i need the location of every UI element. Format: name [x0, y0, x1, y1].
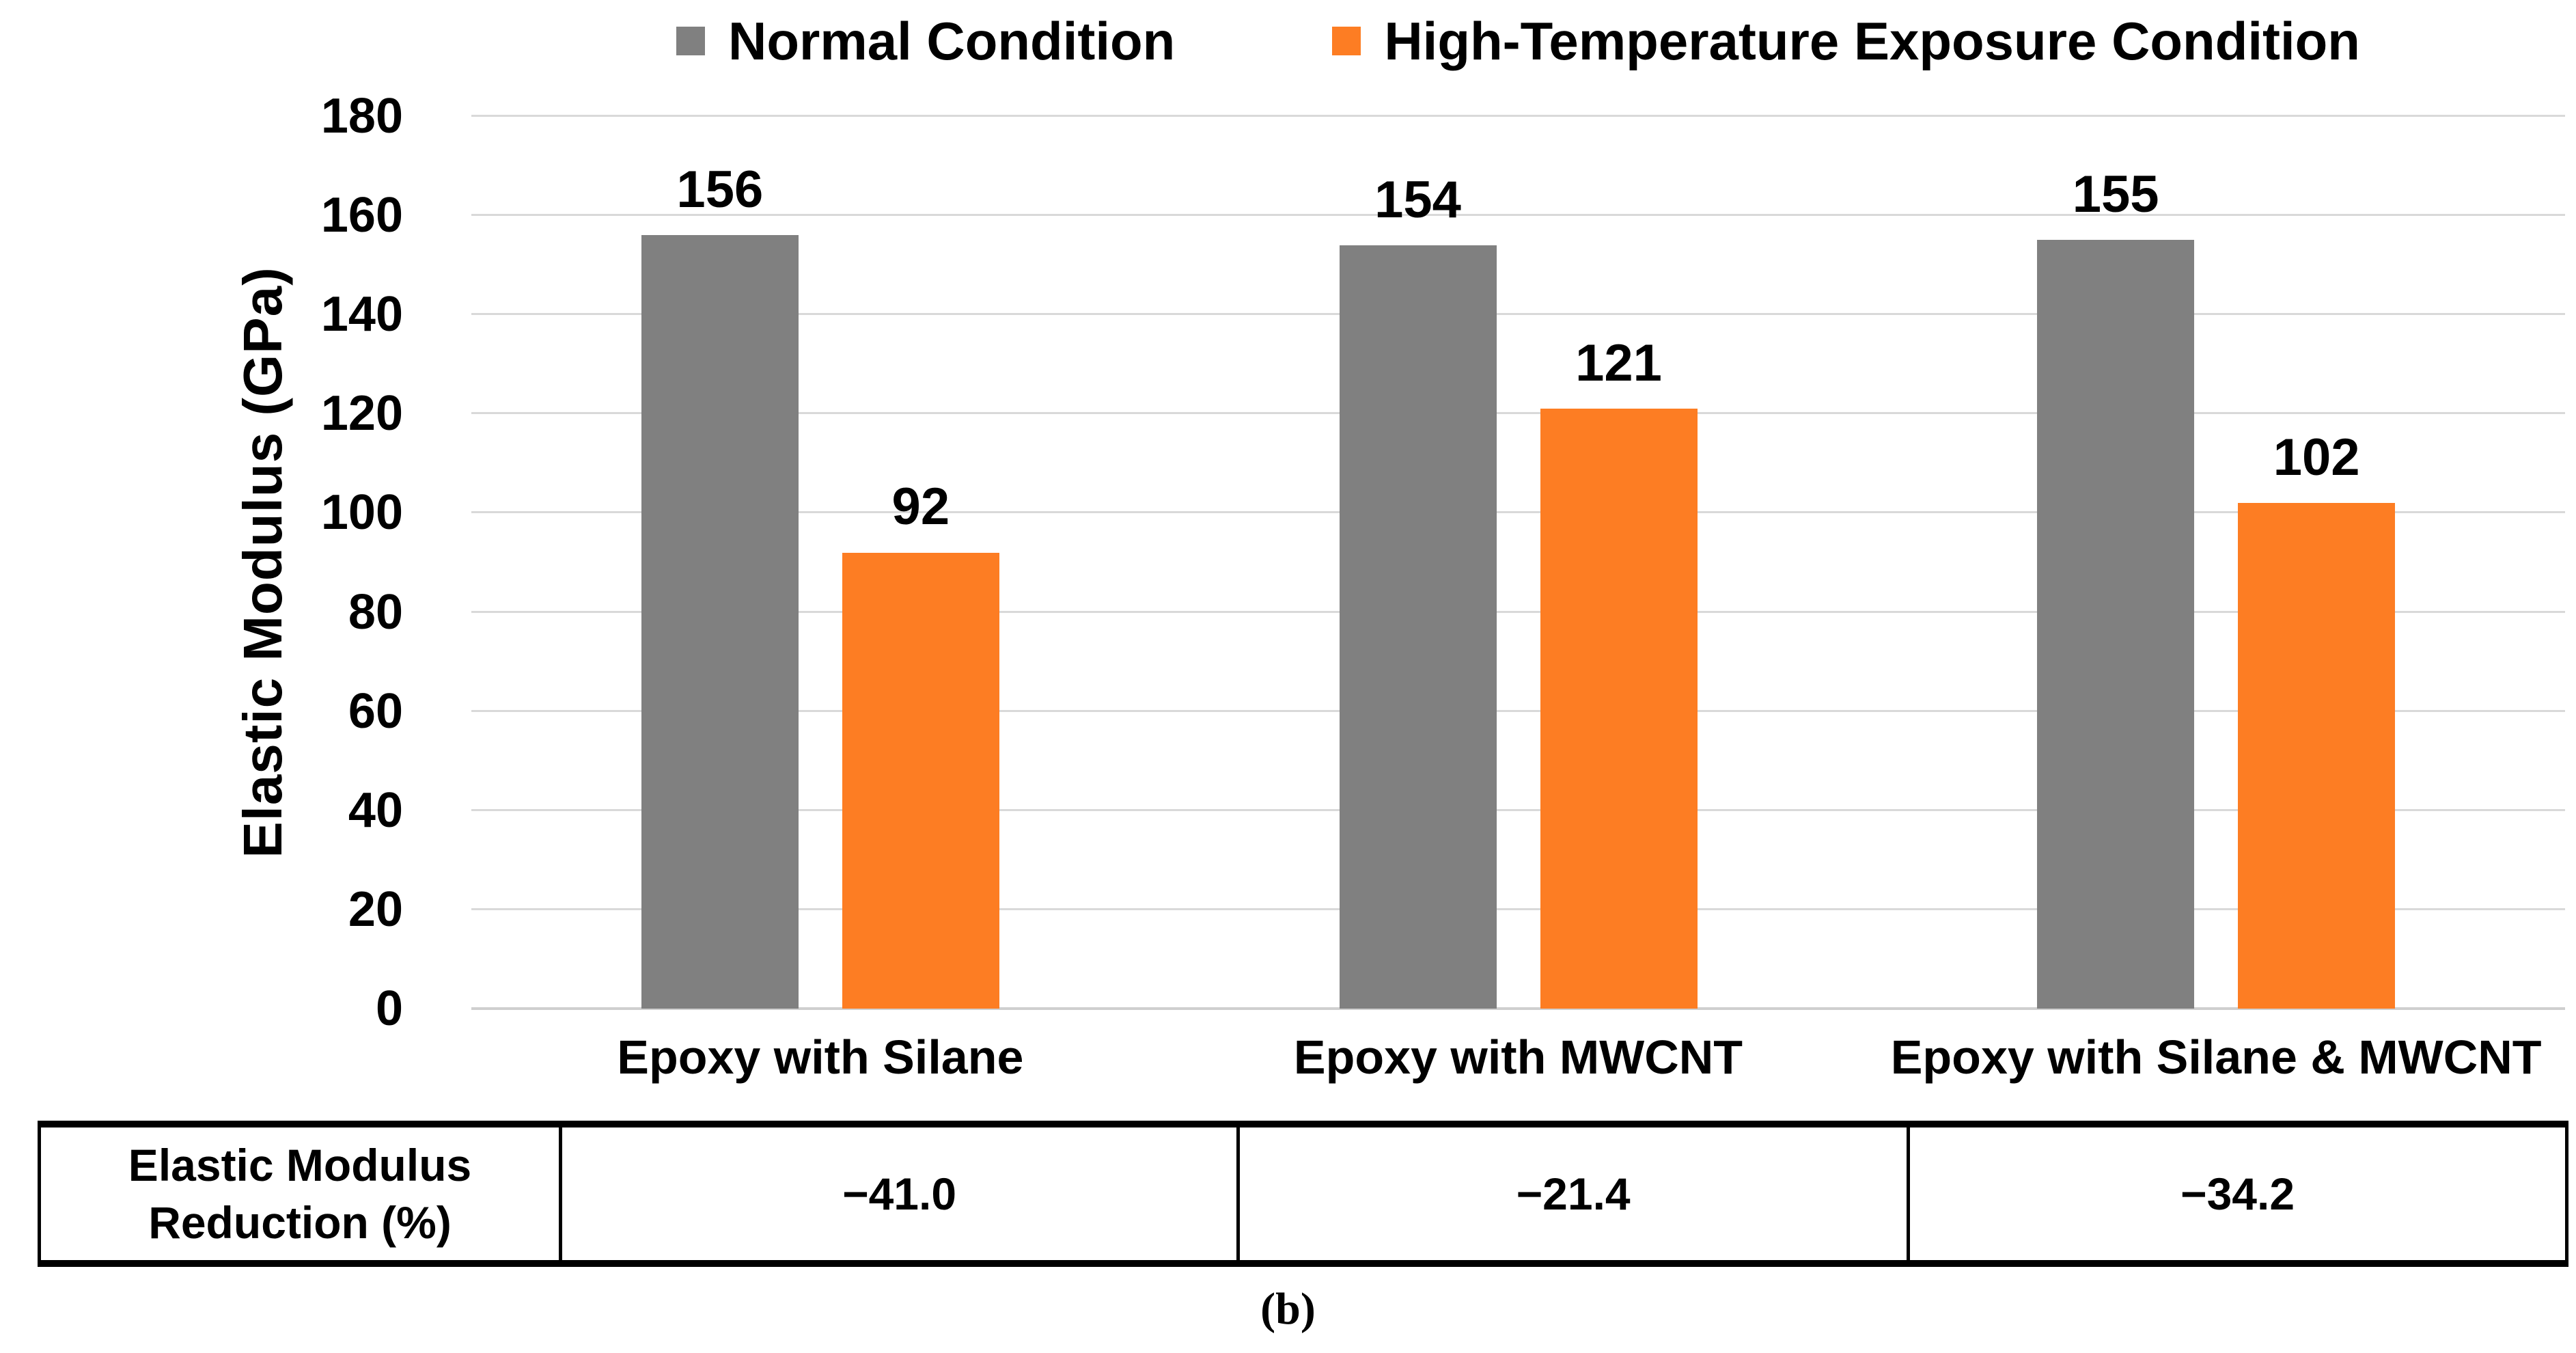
y-tick-label: 20 — [348, 882, 403, 937]
bar-high-temp-0 — [842, 552, 999, 1009]
y-tick-label: 140 — [320, 287, 403, 342]
x-axis-line — [471, 1007, 2565, 1010]
table-value-cell-1: −21.4 — [1240, 1128, 1911, 1260]
bar-value-label: 92 — [891, 478, 950, 536]
x-axis-category-labels: Epoxy with Silane Epoxy with MWCNT Epoxy w… — [471, 1026, 2565, 1088]
gridline — [471, 412, 2565, 415]
bar-value-label: 154 — [1374, 170, 1461, 229]
legend-label: Normal Condition — [728, 11, 1176, 71]
table-value: −34.2 — [2180, 1168, 2295, 1219]
gridline — [471, 115, 2565, 117]
table-header-cell: Elastic Modulus Reduction (%) — [41, 1128, 563, 1260]
bar-high-temp-2 — [2238, 502, 2396, 1009]
bar-value-label: 121 — [1575, 334, 1662, 393]
table-value-cell-2: −34.2 — [1910, 1128, 2565, 1260]
gridline — [471, 808, 2565, 811]
y-tick-label: 0 — [375, 981, 403, 1036]
gridline — [471, 214, 2565, 217]
legend-item-high-temp: High-Temperature Exposure Condition — [1332, 14, 2360, 68]
table-value: −41.0 — [842, 1168, 957, 1219]
reduction-table: Elastic Modulus Reduction (%) −41.0 −21.4… — [38, 1121, 2568, 1267]
plot-area: 156 154 155 92 121 102 — [471, 115, 2565, 1010]
gridline — [471, 610, 2565, 613]
category-label-0: Epoxy with Silane — [617, 1030, 1024, 1084]
y-tick-label: 40 — [348, 782, 403, 838]
y-tick-label: 180 — [320, 89, 403, 144]
gridline — [471, 313, 2565, 316]
table-header-line1: Elastic Modulus — [128, 1139, 472, 1190]
y-tick-label: 80 — [348, 584, 403, 640]
y-tick-label: 60 — [348, 683, 403, 739]
legend-swatch-icon — [1332, 27, 1361, 55]
bar-value-label: 156 — [676, 161, 764, 219]
chart-legend: Normal Condition High-Temperature Exposur… — [471, 3, 2565, 79]
bar-value-label: 102 — [2273, 428, 2360, 487]
y-tick-label: 160 — [320, 188, 403, 243]
category-label-2: Epoxy with Silane & MWCNT — [1890, 1030, 2542, 1084]
bar-high-temp-1 — [1540, 409, 1698, 1009]
bar-normal-0 — [641, 235, 799, 1009]
y-tick-label: 120 — [320, 386, 403, 441]
y-axis-title: Elastic Modulus (GPa) — [232, 266, 293, 858]
bar-value-label: 155 — [2072, 165, 2159, 224]
legend-label: High-Temperature Exposure Condition — [1384, 11, 2360, 71]
gridline — [471, 511, 2565, 514]
table-value-cell-0: −41.0 — [562, 1128, 1241, 1260]
gridline — [471, 907, 2565, 910]
category-label-1: Epoxy with MWCNT — [1293, 1030, 1743, 1084]
table-value: −21.4 — [1516, 1168, 1631, 1219]
table-header-line2: Reduction (%) — [148, 1197, 452, 1248]
y-tick-label: 100 — [320, 485, 403, 541]
gridline — [471, 709, 2565, 712]
legend-item-normal: Normal Condition — [676, 14, 1175, 68]
figure-caption: (b) — [1260, 1284, 1316, 1334]
bar-normal-2 — [2037, 240, 2195, 1009]
legend-swatch-icon — [676, 27, 706, 55]
bar-normal-1 — [1339, 245, 1497, 1009]
